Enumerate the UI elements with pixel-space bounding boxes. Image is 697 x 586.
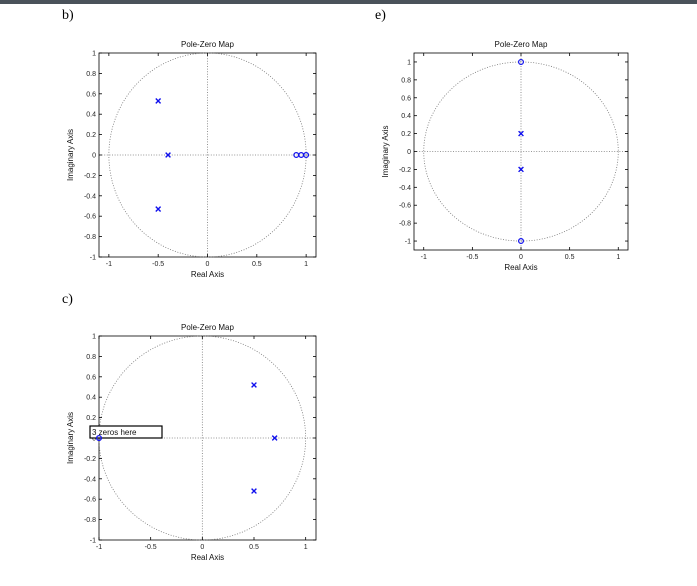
y-tick-label: 0.4 (86, 395, 96, 402)
x-tick-label: -0.5 (466, 254, 478, 261)
y-axis-label: Imaginary Axis (381, 125, 390, 177)
y-tick-label: -0.2 (84, 456, 96, 463)
zero-marker (517, 238, 524, 245)
y-axis-label: Imaginary Axis (66, 129, 75, 181)
x-tick-label: -1 (96, 544, 102, 551)
pole-marker (155, 206, 162, 212)
zero-marker (517, 58, 524, 65)
x-tick-label: -0.5 (152, 261, 164, 268)
y-tick-label: -0.2 (84, 173, 96, 180)
y-tick-label: -0.8 (84, 234, 96, 241)
x-tick-label: 0 (206, 261, 210, 268)
y-axis-label: Imaginary Axis (66, 412, 75, 464)
x-tick-label: 0.5 (249, 544, 259, 551)
y-tick-label: 0.8 (86, 71, 96, 78)
y-tick-label: 0.8 (86, 354, 96, 361)
panel-label-b: b) (62, 8, 74, 23)
panel-label-c: c) (62, 292, 73, 307)
unit-circle (98, 335, 307, 541)
y-tick-label: 1 (92, 51, 96, 58)
y-tick-label: 1 (92, 334, 96, 341)
y-tick-label: 0 (407, 149, 411, 156)
y-tick-label: 0.6 (401, 95, 411, 102)
y-tick-label: 0.8 (401, 77, 411, 84)
y-tick-label: 1 (407, 59, 411, 66)
x-axis-label: Real Axis (191, 553, 224, 562)
x-tick-label: -1 (106, 261, 112, 268)
zero-marker (95, 435, 102, 442)
chart-title: Pole-Zero Map (495, 40, 548, 49)
y-tick-label: -1 (405, 239, 411, 246)
y-tick-label: 0.6 (86, 374, 96, 381)
x-tick-label: 0.5 (565, 254, 575, 261)
pole-marker (518, 130, 524, 137)
top-border-bar (0, 0, 697, 4)
y-tick-label: 0 (92, 436, 96, 443)
y-tick-label: -1 (90, 255, 96, 262)
y-tick-label: 0.2 (401, 131, 411, 138)
y-tick-label: 0.6 (86, 91, 96, 98)
x-tick-label: 0.5 (252, 261, 262, 268)
pole-marker (251, 488, 257, 494)
chart-title: Pole-Zero Map (181, 40, 234, 49)
y-tick-label: 0.4 (401, 113, 411, 120)
x-tick-label: 1 (304, 261, 308, 268)
x-tick-label: 1 (616, 254, 620, 261)
y-tick-label: 0.2 (86, 132, 96, 139)
y-tick-label: -0.8 (399, 221, 411, 228)
x-tick-label: 0 (519, 254, 523, 261)
x-tick-label: 0 (200, 544, 204, 551)
y-tick-label: 0.4 (86, 112, 96, 119)
pole-marker (251, 382, 257, 388)
y-tick-label: -0.4 (84, 193, 96, 200)
y-tick-label: -0.6 (84, 497, 96, 504)
unit-circle (108, 52, 307, 258)
x-tick-label: 1 (304, 544, 308, 551)
y-tick-label: 0 (92, 153, 96, 160)
y-tick-label: -0.4 (399, 185, 411, 192)
x-axis-label: Real Axis (504, 263, 537, 272)
annotation-box (89, 425, 163, 439)
y-tick-label: -0.8 (84, 517, 96, 524)
y-tick-label: 0.2 (86, 415, 96, 422)
x-axis-label: Real Axis (191, 270, 224, 279)
y-tick-label: -0.2 (399, 167, 411, 174)
y-tick-label: -1 (90, 538, 96, 545)
y-tick-label: -0.6 (399, 203, 411, 210)
pole-marker (271, 435, 278, 441)
zero-marker (303, 152, 310, 159)
chart-title: Pole-Zero Map (181, 323, 234, 332)
y-tick-label: -0.4 (84, 476, 96, 483)
pole-marker (518, 166, 524, 173)
annotation-text: 3 zeros here (92, 428, 137, 437)
panel-label-e: e) (375, 8, 386, 23)
pole-marker (165, 152, 171, 158)
x-tick-label: -1 (421, 254, 427, 261)
x-tick-label: -0.5 (145, 544, 157, 551)
y-tick-label: -0.6 (84, 214, 96, 221)
pole-marker (155, 98, 162, 104)
